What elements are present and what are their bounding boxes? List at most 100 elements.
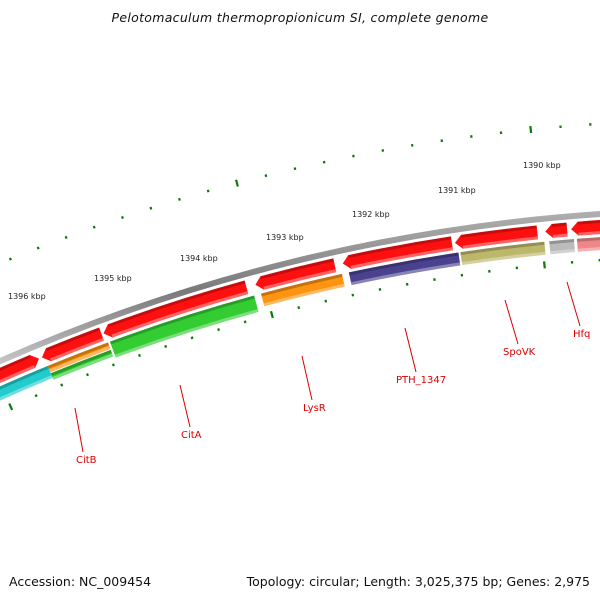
minor-tick [34, 394, 38, 398]
gene-red-highlight [552, 233, 568, 238]
minor-tick [92, 225, 96, 229]
gene-hfq[interactable] [549, 239, 575, 255]
gene-leader-line [179, 384, 191, 428]
scale-label: 1394 kbp [180, 254, 218, 263]
accession-label: Accession: NC_009454 [9, 574, 152, 589]
scale-label: 1393 kbp [266, 233, 304, 242]
minor-tick [243, 320, 247, 324]
gene-pink[interactable] [576, 236, 600, 252]
minor-tick [149, 206, 153, 210]
gene-red[interactable] [454, 225, 539, 249]
gene-red[interactable] [571, 219, 600, 236]
gene-red-highlight [50, 337, 104, 362]
gene-orange-small-shade [47, 342, 110, 369]
gene-pth1347-shade [348, 252, 459, 276]
scale-label: 1390 kbp [523, 161, 561, 170]
major-tick [235, 179, 239, 187]
gene-red[interactable] [41, 327, 104, 362]
gene-orange-small[interactable] [47, 342, 111, 373]
gene-leader-line [566, 281, 581, 327]
gene-red[interactable] [0, 354, 39, 388]
gene-lysr-highlight [263, 283, 345, 307]
gene-red-highlight [350, 247, 454, 269]
gene-cita-shade [109, 295, 255, 345]
gene-leader-line [74, 407, 84, 453]
minor-tick [178, 197, 181, 201]
gene-pink-shade [576, 237, 600, 242]
minor-tick [206, 189, 210, 193]
minor-tick [164, 344, 168, 348]
gene-red-shade [348, 236, 452, 259]
topology-label: Topology: circular; Length: 3,025,375 bp… [246, 574, 590, 589]
minor-tick [86, 373, 89, 377]
minor-tick [324, 299, 328, 303]
minor-tick [264, 174, 268, 178]
gene-citb-cyan-shade [0, 365, 49, 390]
gene-cita-highlight [114, 309, 259, 358]
gene-orange-small-highlight [49, 346, 111, 373]
gene-red-highlight [0, 365, 36, 384]
gene-red[interactable] [255, 258, 337, 290]
gene-red-highlight [462, 236, 539, 249]
minor-tick [64, 235, 68, 239]
gene-red-highlight [111, 291, 249, 338]
major-tick [529, 125, 533, 134]
gene-red-shade [551, 222, 567, 227]
major-tick [542, 261, 546, 269]
gene-spovk[interactable] [460, 241, 546, 266]
minor-tick [138, 353, 141, 357]
minor-tick [190, 336, 194, 340]
scale-label: 1396 kbp [8, 292, 46, 301]
gene-red[interactable] [103, 280, 249, 338]
gene-label-citb[interactable]: CitB [76, 455, 97, 466]
gene-spovk-shade [460, 241, 545, 256]
gene-spovk-highlight [461, 251, 546, 266]
gene-label-hfq[interactable]: Hfq [573, 329, 590, 340]
gene-lysr[interactable] [260, 273, 345, 307]
gene-red[interactable] [342, 236, 454, 269]
gene-label-cita[interactable]: CitA [181, 430, 202, 441]
minor-tick [36, 246, 40, 250]
gene-leader-line [504, 299, 519, 345]
minor-tick [60, 383, 64, 387]
gene-green-small[interactable] [50, 349, 114, 380]
gene-hfq-highlight [550, 249, 575, 255]
gene-pth1347-highlight [350, 262, 461, 286]
minor-tick [217, 328, 220, 332]
gene-citb-cyan-highlight [0, 375, 53, 401]
gene-red[interactable] [545, 222, 568, 238]
gene-leader-line [404, 327, 417, 373]
gene-label-lysr[interactable]: LysR [303, 403, 326, 414]
gene-citb-cyan[interactable] [0, 365, 53, 403]
gene-label-spovk[interactable]: SpoVK [503, 347, 536, 358]
gene-red-shade [260, 258, 334, 280]
minor-tick [351, 293, 355, 297]
gene-red-highlight [578, 231, 600, 236]
gene-red-shade [460, 225, 537, 238]
minor-tick [322, 160, 326, 164]
gene-green-small-shade [50, 349, 112, 377]
minor-tick [121, 215, 124, 220]
gene-leader-line [301, 355, 313, 401]
major-tick [269, 310, 274, 319]
major-tick [8, 403, 14, 411]
scale-label: 1392 kbp [352, 210, 390, 219]
minor-tick [297, 306, 301, 310]
scale-label: 1395 kbp [94, 274, 132, 283]
gene-red-shade [577, 220, 600, 225]
scale-label: 1391 kbp [438, 186, 476, 195]
gene-red-shade [45, 327, 101, 352]
minor-tick [111, 363, 115, 367]
gene-hfq-shade [549, 239, 575, 245]
gene-pink-highlight [577, 247, 600, 252]
gene-pth1347[interactable] [348, 252, 461, 286]
gene-lysr-shade [260, 273, 343, 297]
minor-tick [293, 167, 297, 171]
gene-red-highlight [263, 269, 337, 290]
gene-green-small-highlight [52, 353, 114, 380]
gene-label-pth1347[interactable]: PTH_1347 [396, 375, 446, 386]
gene-cita[interactable] [109, 295, 259, 358]
gene-red-shade [0, 354, 31, 372]
minor-tick [8, 257, 12, 261]
